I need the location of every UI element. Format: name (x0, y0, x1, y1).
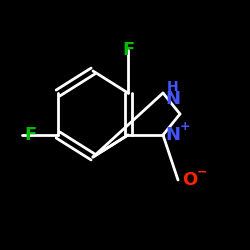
Text: F: F (24, 126, 36, 144)
Text: F: F (122, 41, 134, 59)
Text: N: N (166, 126, 180, 144)
Text: H: H (167, 80, 179, 94)
Text: −: − (197, 166, 207, 178)
Text: N: N (166, 90, 180, 108)
Text: O: O (182, 171, 198, 189)
Text: +: + (180, 120, 190, 134)
